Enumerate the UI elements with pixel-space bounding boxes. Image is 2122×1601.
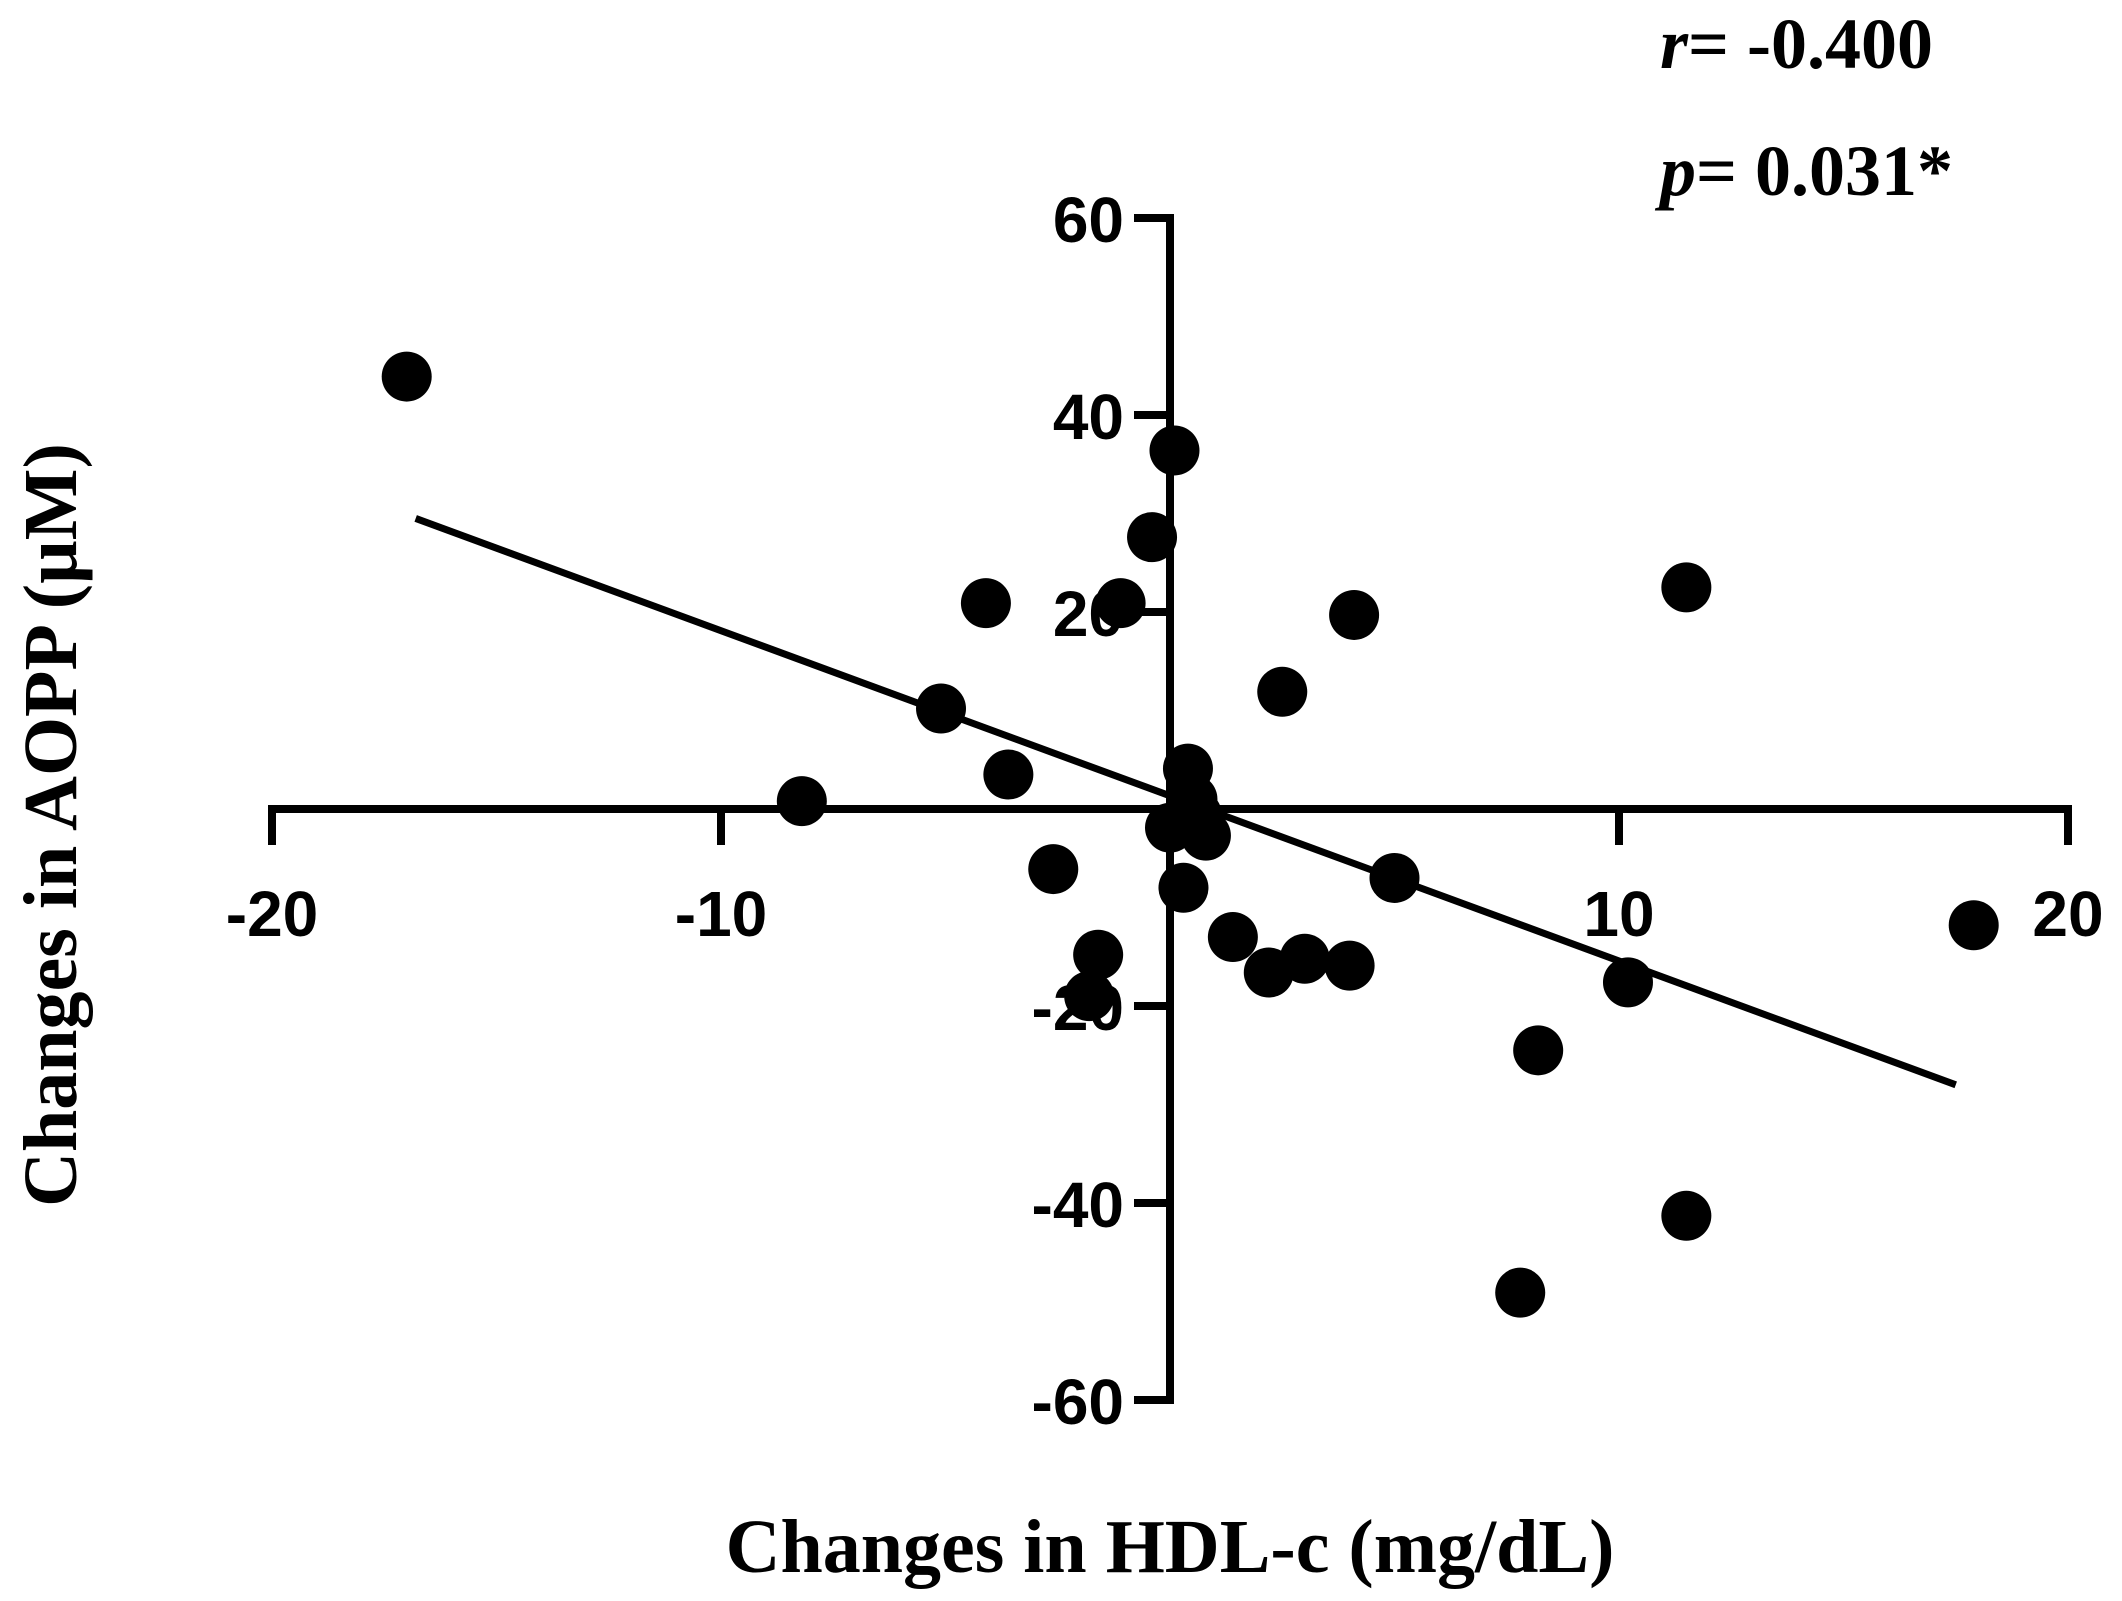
x-tick-label: 10	[1583, 878, 1654, 950]
data-point	[1324, 940, 1375, 991]
p-annotation: p= 0.031*	[1654, 131, 1953, 211]
y-tick-label: -60	[1032, 1366, 1125, 1438]
data-point	[1948, 900, 1999, 951]
p-symbol: p	[1654, 131, 1696, 211]
data-point	[1095, 578, 1146, 629]
data-point	[1329, 589, 1380, 640]
data-point	[381, 351, 432, 402]
x-tick-label: 20	[2032, 878, 2103, 950]
tick-marks	[268, 214, 2072, 1404]
data-point	[1257, 666, 1308, 717]
data-point	[1127, 512, 1178, 563]
y-tick-label: 40	[1053, 381, 1124, 453]
data-point	[916, 683, 967, 734]
data-point	[960, 578, 1011, 629]
data-point	[1158, 862, 1209, 913]
r-annotation: r= -0.400	[1660, 4, 1933, 84]
p-value: = 0.031*	[1696, 131, 1953, 211]
data-point	[1661, 562, 1712, 613]
x-tick-label: -10	[675, 878, 768, 950]
data-point	[1180, 810, 1231, 861]
x-tick-label: -20	[226, 878, 319, 950]
y-axis-title: Changes in AOPP (µM)	[9, 443, 93, 1207]
data-point	[983, 749, 1034, 800]
data-point	[1149, 425, 1200, 476]
r-symbol: r	[1660, 4, 1689, 84]
data-point	[1369, 852, 1420, 903]
data-point	[1602, 957, 1653, 1008]
data-point	[1513, 1025, 1564, 1076]
data-point	[1028, 844, 1079, 895]
y-tick-label: 60	[1053, 184, 1124, 256]
data-point	[1207, 912, 1258, 963]
data-point	[1661, 1190, 1712, 1241]
y-tick-label: -40	[1032, 1169, 1125, 1241]
data-point	[1073, 929, 1124, 980]
data-points	[381, 351, 1999, 1318]
data-point	[1495, 1267, 1546, 1318]
data-point	[776, 776, 827, 827]
data-point	[1064, 971, 1115, 1022]
r-value: = -0.400	[1688, 4, 1933, 84]
data-point	[1279, 933, 1330, 984]
x-axis-title: Changes in HDL-c (mg/dL)	[726, 1505, 1615, 1589]
